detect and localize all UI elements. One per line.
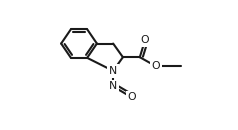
Text: O: O [128,93,136,102]
Text: O: O [141,35,149,45]
Text: N: N [109,66,117,76]
Text: N: N [109,82,117,91]
Text: O: O [152,61,160,71]
